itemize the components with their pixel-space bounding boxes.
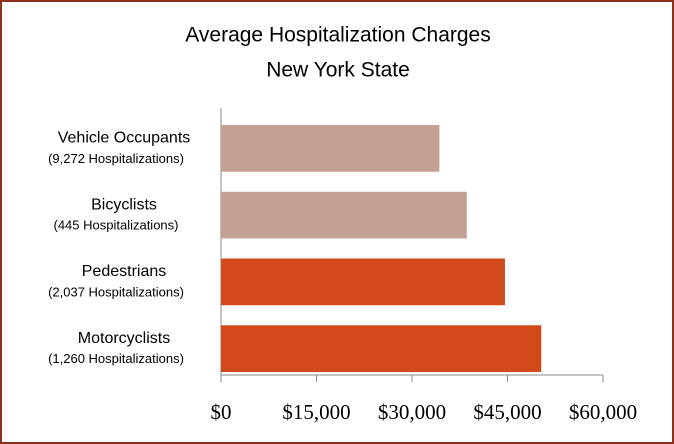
chart-title: New York State	[266, 59, 410, 82]
y-tick-sublabel: (445 Hospitalizations)	[53, 218, 178, 233]
x-tick-label: $15,000	[282, 400, 350, 424]
y-tick-label: Motorcyclists	[78, 330, 170, 347]
bar	[221, 125, 440, 172]
bar	[221, 191, 467, 239]
bar	[221, 325, 542, 372]
x-tick-label: $60,000	[569, 400, 637, 424]
y-tick-label: Vehicle Occupants	[58, 130, 191, 147]
y-tick-label: Pedestrians	[82, 263, 167, 280]
x-tick-label: $0	[211, 400, 232, 424]
x-tick-label: $45,000	[473, 400, 541, 424]
y-tick-sublabel: (1,260 Hospitalizations)	[48, 351, 184, 366]
y-tick-sublabel: (9,272 Hospitalizations)	[48, 151, 184, 166]
chart-title: Average Hospitalization Charges	[185, 24, 490, 47]
bar	[221, 258, 505, 306]
y-tick-sublabel: (2,037 Hospitalizations)	[48, 284, 184, 299]
x-tick-label: $30,000	[378, 400, 446, 424]
y-tick-label: Bicyclists	[91, 196, 157, 213]
